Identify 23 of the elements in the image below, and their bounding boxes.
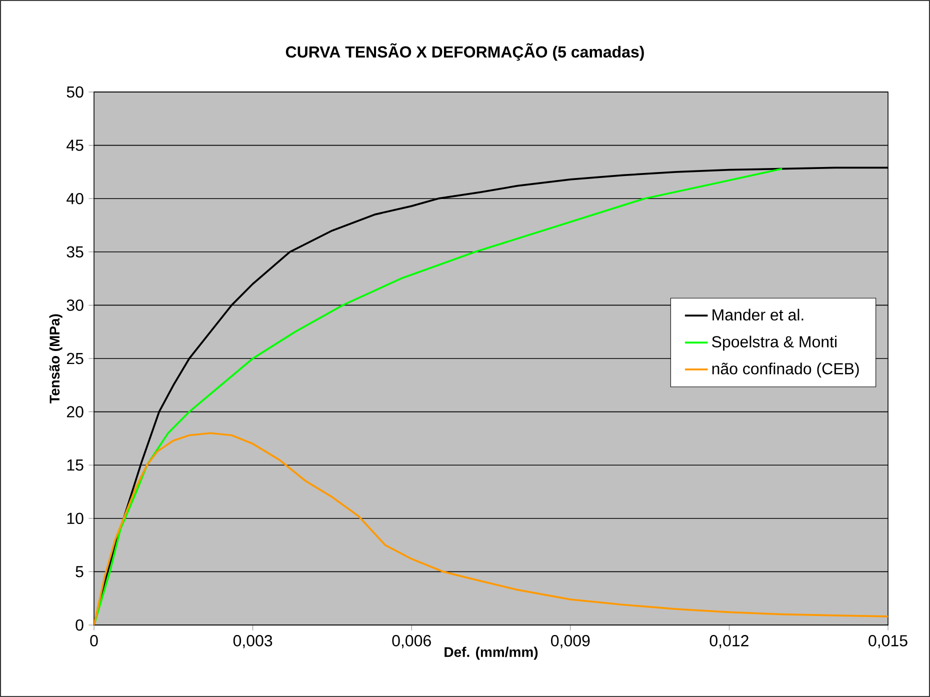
x-tick-label: 0,015	[868, 635, 908, 648]
x-tick-label: 0,006	[392, 635, 431, 648]
x-tick-label: 0,003	[233, 635, 272, 648]
y-tick-label: 0	[76, 619, 84, 631]
y-tick-label: 15	[67, 460, 84, 471]
y-tick-label: 25	[66, 352, 84, 364]
x-tick-label: 0	[90, 635, 98, 646]
legend-label: não confinado (CEB)	[712, 362, 859, 378]
y-tick-label: 45	[66, 140, 84, 151]
x-axis-title: Def. (mm/mm)	[444, 646, 538, 660]
y-axis-title: Tensão (MPa)	[49, 314, 62, 404]
legend-label: Spoelstra & Monti	[712, 336, 836, 351]
y-tick-label: 35	[66, 246, 84, 258]
x-tick-label: 0,012	[710, 635, 748, 648]
y-tick-label: 50	[66, 86, 84, 98]
y-tick-label: 5	[76, 566, 84, 578]
y-tick-label: 20	[66, 406, 84, 418]
y-tick-label: 10	[67, 512, 84, 524]
legend-label: Mander et al.	[712, 308, 804, 321]
y-tick-label: 30	[66, 300, 84, 311]
y-tick-label: 40	[66, 192, 84, 204]
chart-title: CURVA TENSÃO X DEFORMAÇÃO (5 camadas)	[286, 43, 644, 61]
x-tick-label: 0,009	[551, 635, 590, 648]
